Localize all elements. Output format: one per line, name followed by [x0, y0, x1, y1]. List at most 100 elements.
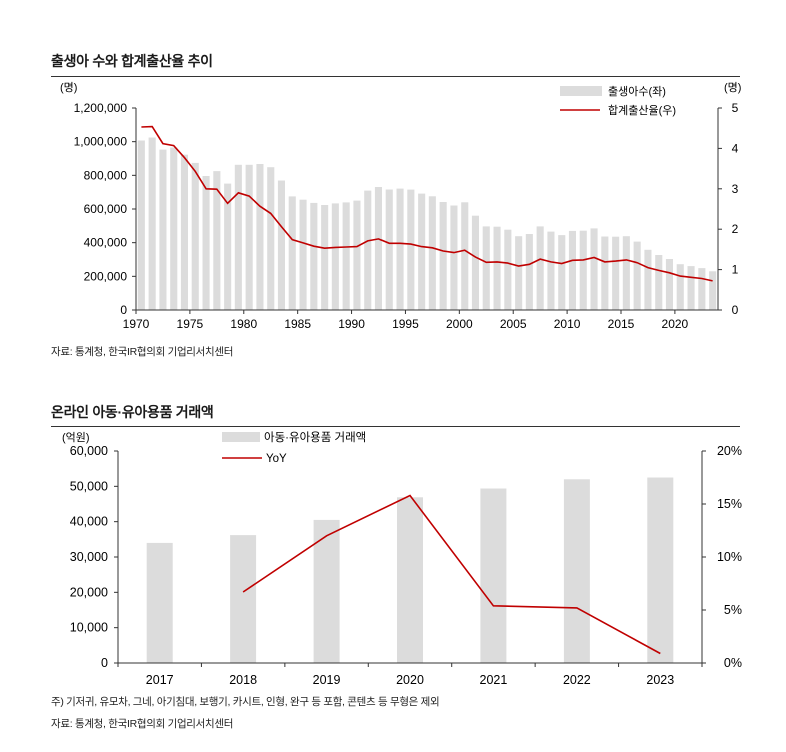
chart2-x-tick: 2022 [563, 673, 591, 687]
births-bar [568, 230, 576, 310]
baby-goods-bar [313, 519, 340, 663]
chart2-left-tick: 10,000 [70, 621, 108, 635]
births-bar [644, 249, 652, 310]
births-bar [170, 147, 178, 310]
births-bar [493, 226, 501, 310]
baby-goods-bar [146, 542, 173, 663]
births-bar [461, 202, 469, 310]
chart1-right-tick: 1 [732, 263, 739, 277]
births-bar [536, 226, 544, 310]
births-bar [374, 187, 382, 310]
chart1-legend-bar-label: 출생아수(좌) [608, 85, 666, 98]
chart1-x-tick: 2000 [446, 317, 473, 331]
chart1-right-unit: (명) [724, 81, 741, 94]
chart2-right-tick: 0% [724, 656, 742, 670]
chart1-left-tick: 600,000 [84, 202, 128, 216]
births-bar [245, 164, 253, 310]
chart1-right-tick: 3 [732, 182, 739, 196]
chart1-title-rule [51, 76, 740, 77]
chart1-legend-bar-swatch [560, 86, 602, 96]
tfr-line [141, 125, 713, 282]
births-bar [180, 154, 188, 310]
births-bar [331, 203, 339, 310]
chart2-left-tick: 50,000 [70, 479, 108, 493]
chart1-right-tick: 2 [732, 222, 739, 236]
births-bar [385, 189, 393, 310]
births-bar [601, 236, 609, 310]
births-bar [709, 271, 717, 310]
births-bar [515, 236, 523, 310]
births-bar [676, 264, 684, 310]
births-bar [288, 196, 296, 310]
chart2-left-tick: 0 [101, 656, 108, 670]
chart2-left-tick: 60,000 [70, 444, 108, 458]
births-bar [558, 235, 566, 310]
chart2-source: 자료: 통계청, 한국IR협의회 기업리서치센터 [51, 718, 234, 730]
births-bar [267, 167, 275, 310]
chart1-source: 자료: 통계청, 한국IR협의회 기업리서치센터 [51, 346, 234, 358]
baby-goods-bar [480, 488, 507, 663]
births-bar [418, 193, 426, 310]
chart1-x-tick: 1990 [338, 317, 365, 331]
births-bar [159, 149, 167, 310]
chart2-legend-bar-swatch [222, 432, 260, 442]
chart1-left-tick: 1,200,000 [74, 101, 128, 115]
chart2-footnote: 주) 기저귀, 유모차, 그네, 아기침대, 보행기, 카시트, 인형, 완구 … [51, 696, 440, 708]
chart1-left-tick: 0 [120, 303, 127, 317]
births-bar [439, 202, 447, 310]
births-bar [428, 196, 436, 310]
births-bar [450, 205, 458, 310]
births-bar [224, 183, 232, 310]
chart1-left-tick: 800,000 [84, 168, 128, 182]
baby-goods-bar [230, 535, 257, 663]
births-bar [364, 190, 372, 310]
births-bar [633, 241, 641, 310]
chart1-x-tick: 2020 [662, 317, 689, 331]
chart2-legend-bar-label: 아동·유아용품 거래액 [264, 431, 366, 444]
births-bar [579, 230, 587, 310]
chart2-left-unit: (억원) [62, 431, 90, 444]
chart2-left-tick: 20,000 [70, 585, 108, 599]
chart1-x-tick: 2005 [500, 317, 527, 331]
births-bar [148, 137, 156, 310]
births-bar [321, 205, 329, 310]
births-bar [622, 236, 630, 310]
births-bar [191, 162, 199, 310]
chart1-x-tick: 1975 [177, 317, 204, 331]
chart1-right-tick: 4 [732, 141, 739, 155]
births-bar [310, 202, 318, 310]
births-bar [234, 164, 242, 310]
births-bar [665, 259, 673, 310]
chart1-title: 출생아 수와 합계출산율 추이 [51, 53, 213, 69]
chart1-x-tick: 1985 [284, 317, 311, 331]
births-bar [256, 164, 264, 310]
chart1-left-tick: 400,000 [84, 236, 128, 250]
births-bar [547, 231, 555, 310]
births-bar [504, 229, 512, 310]
births-bar [482, 226, 490, 310]
chart1-left-tick: 200,000 [84, 269, 128, 283]
chart2-x-tick: 2023 [646, 673, 674, 687]
births-bar [698, 268, 706, 310]
chart1-x-tick: 1970 [123, 317, 150, 331]
chart2-legend-line-label: YoY [266, 453, 287, 465]
births-bar [407, 189, 415, 310]
chart1-x-tick: 1980 [230, 317, 257, 331]
chart1-right-tick: 0 [732, 303, 739, 317]
births-bar [396, 188, 404, 310]
chart1-x-tick: 2015 [608, 317, 635, 331]
births-bar [342, 202, 350, 310]
chart2-x-tick: 2021 [480, 673, 508, 687]
births-bar [202, 176, 210, 310]
births-bar [655, 255, 663, 310]
chart2-left-tick: 30,000 [70, 550, 108, 564]
chart1-x-tick: 1995 [392, 317, 419, 331]
births-bar [299, 199, 307, 310]
chart2-right-tick: 5% [724, 603, 742, 617]
chart2-x-tick: 2019 [313, 673, 341, 687]
chart2-x-tick: 2017 [146, 673, 174, 687]
births-bar [137, 140, 145, 310]
births-bar [471, 215, 479, 310]
births-bar [525, 234, 533, 310]
